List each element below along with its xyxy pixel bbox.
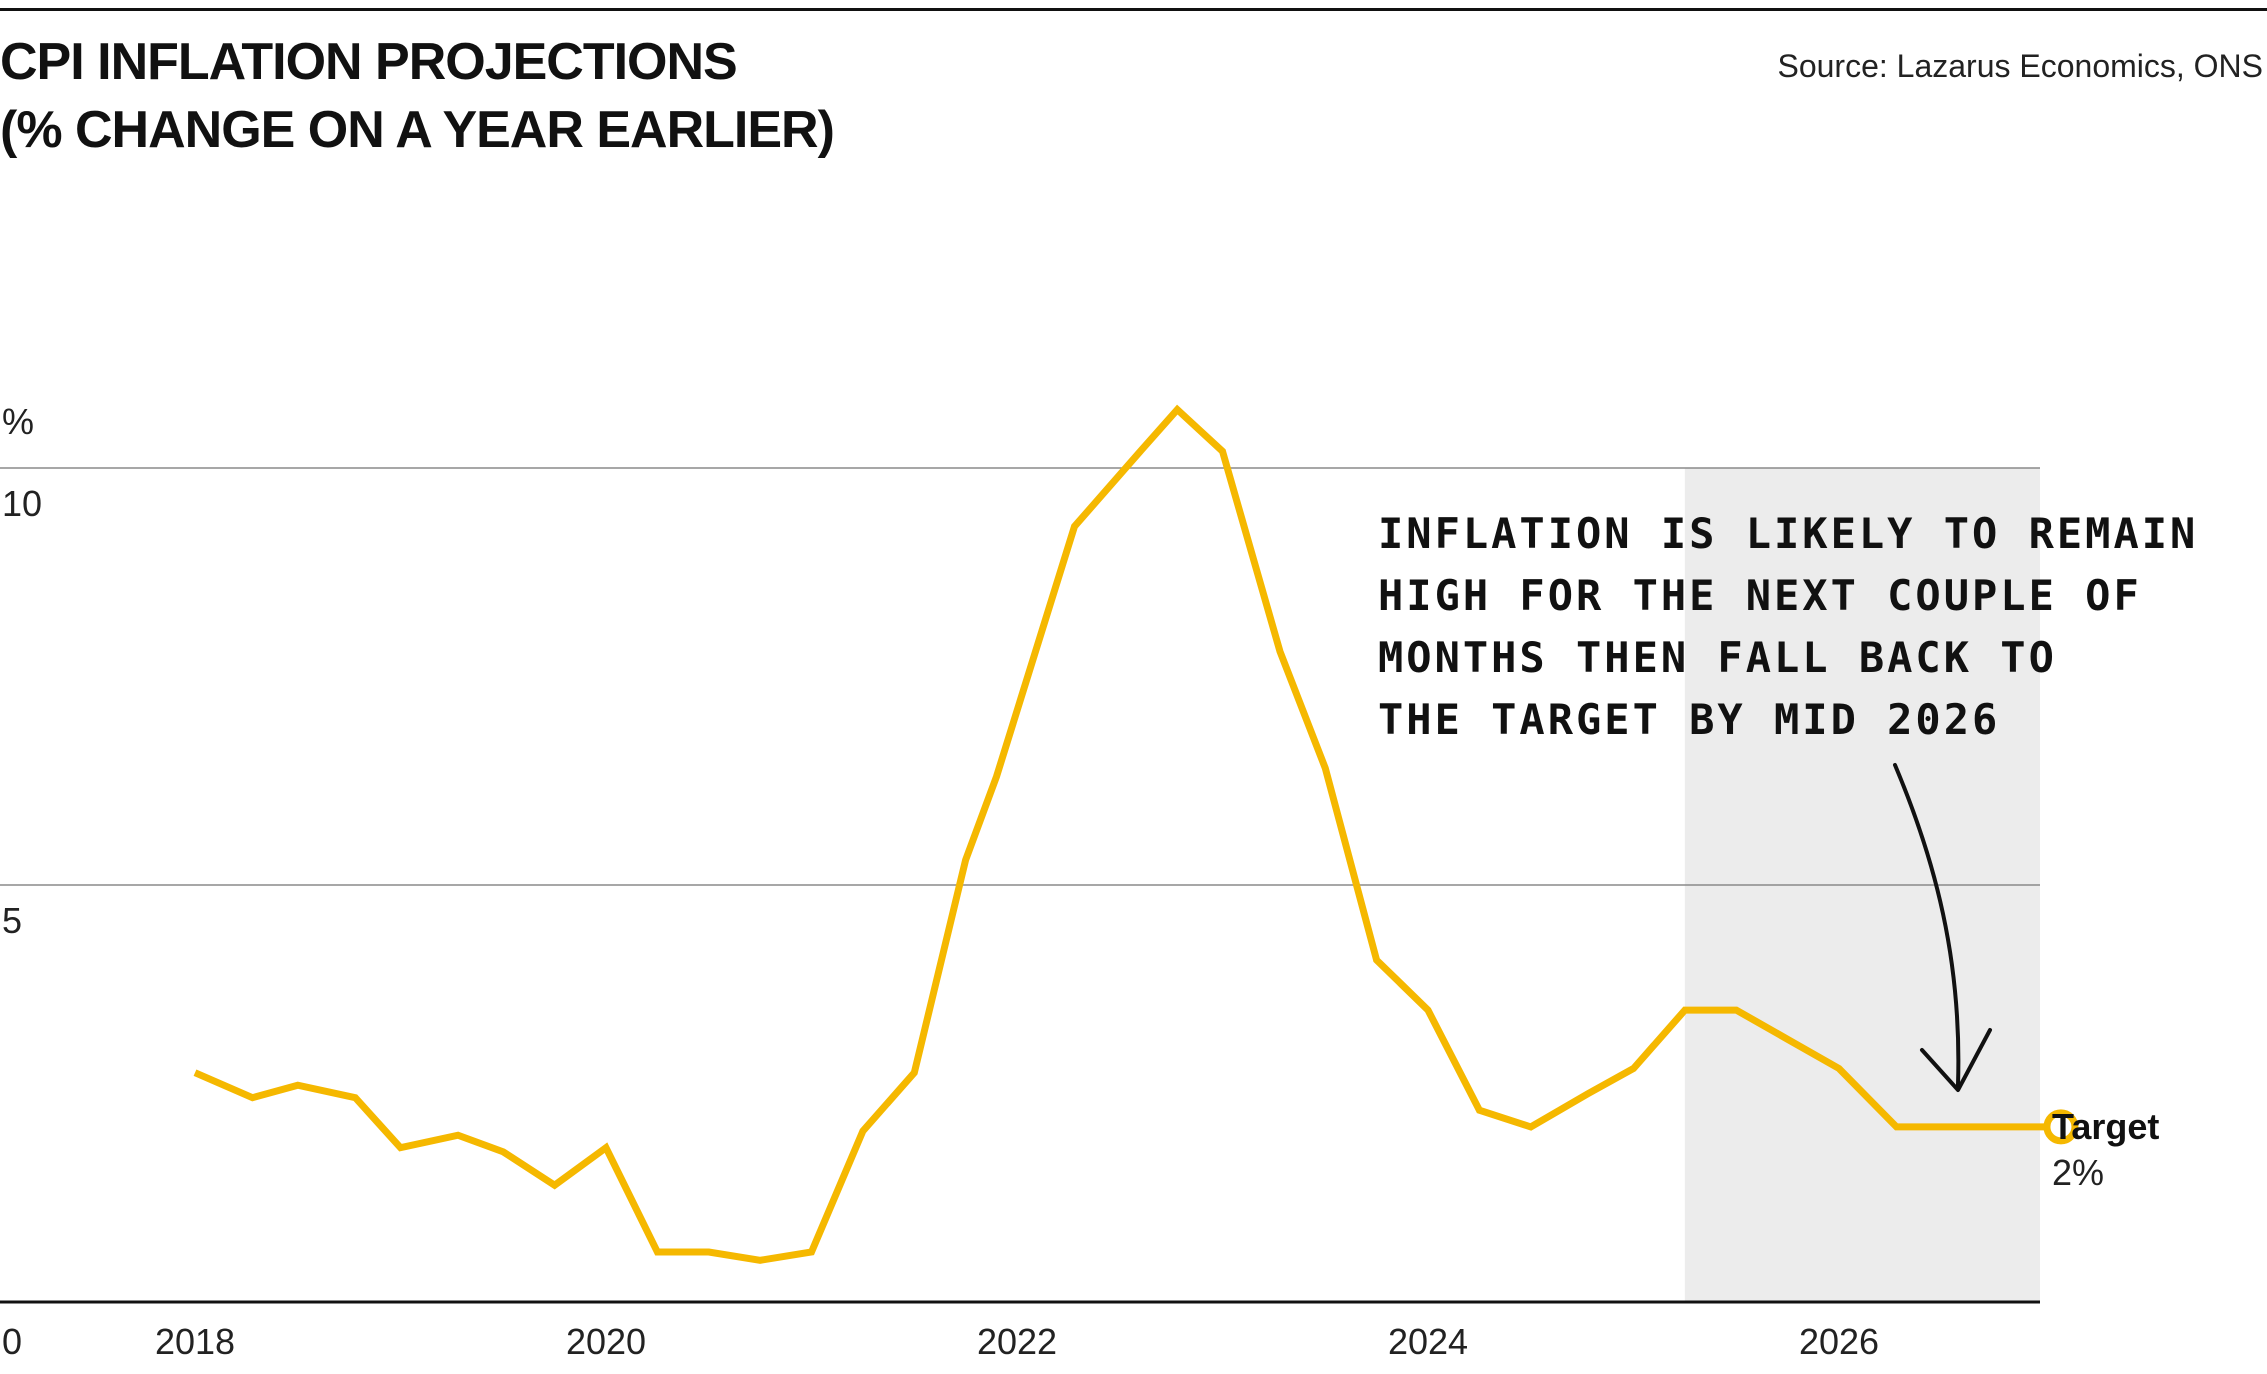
source-note: Source: Lazarus Economics, ONS [1777,48,2263,84]
target-label: Target [2052,1106,2159,1147]
annotation-line: THE TARGET BY MID 2026 [1378,695,2000,744]
x-tick-label-2022: 2022 [977,1321,1057,1362]
chart-title-line-1: CPI INFLATION PROJECTIONS [0,33,738,91]
target-value-label: 2% [2052,1152,2104,1193]
annotation-line: MONTHS THEN FALL BACK TO [1378,633,2057,682]
y-tick-labels: 0 5 10 [2,483,42,1362]
x-tick-label-2024: 2024 [1388,1321,1468,1362]
chart-title-line-2: (% CHANGE ON A YEAR EARLIER) [0,101,835,159]
target-marker [2043,1109,2079,1145]
annotation-line: HIGH FOR THE NEXT COUPLE OF [1378,571,2142,620]
y-tick-label-10: 10 [2,483,42,524]
top-rule [0,8,2267,11]
chart-title: CPI INFLATION PROJECTIONS (% CHANGE ON A… [0,28,835,164]
annotation-text: INFLATION IS LIKELY TO REMAIN HIGH FOR TH… [1378,509,2198,744]
y-axis-label: % [2,401,34,442]
y-tick-label-0: 0 [2,1321,22,1362]
x-tick-label-2018: 2018 [155,1321,235,1362]
x-tick-labels: 2018 2020 2022 2024 2026 [155,1321,1879,1362]
y-tick-label-5: 5 [2,900,22,941]
gridlines [0,467,2040,1304]
annotation-line: INFLATION IS LIKELY TO REMAIN [1378,509,2198,558]
annotation-arrow [1893,763,1992,1092]
cpi-series-line [193,404,2047,1264]
x-tick-label-2020: 2020 [566,1321,646,1362]
x-tick-label-2026: 2026 [1799,1321,1879,1362]
